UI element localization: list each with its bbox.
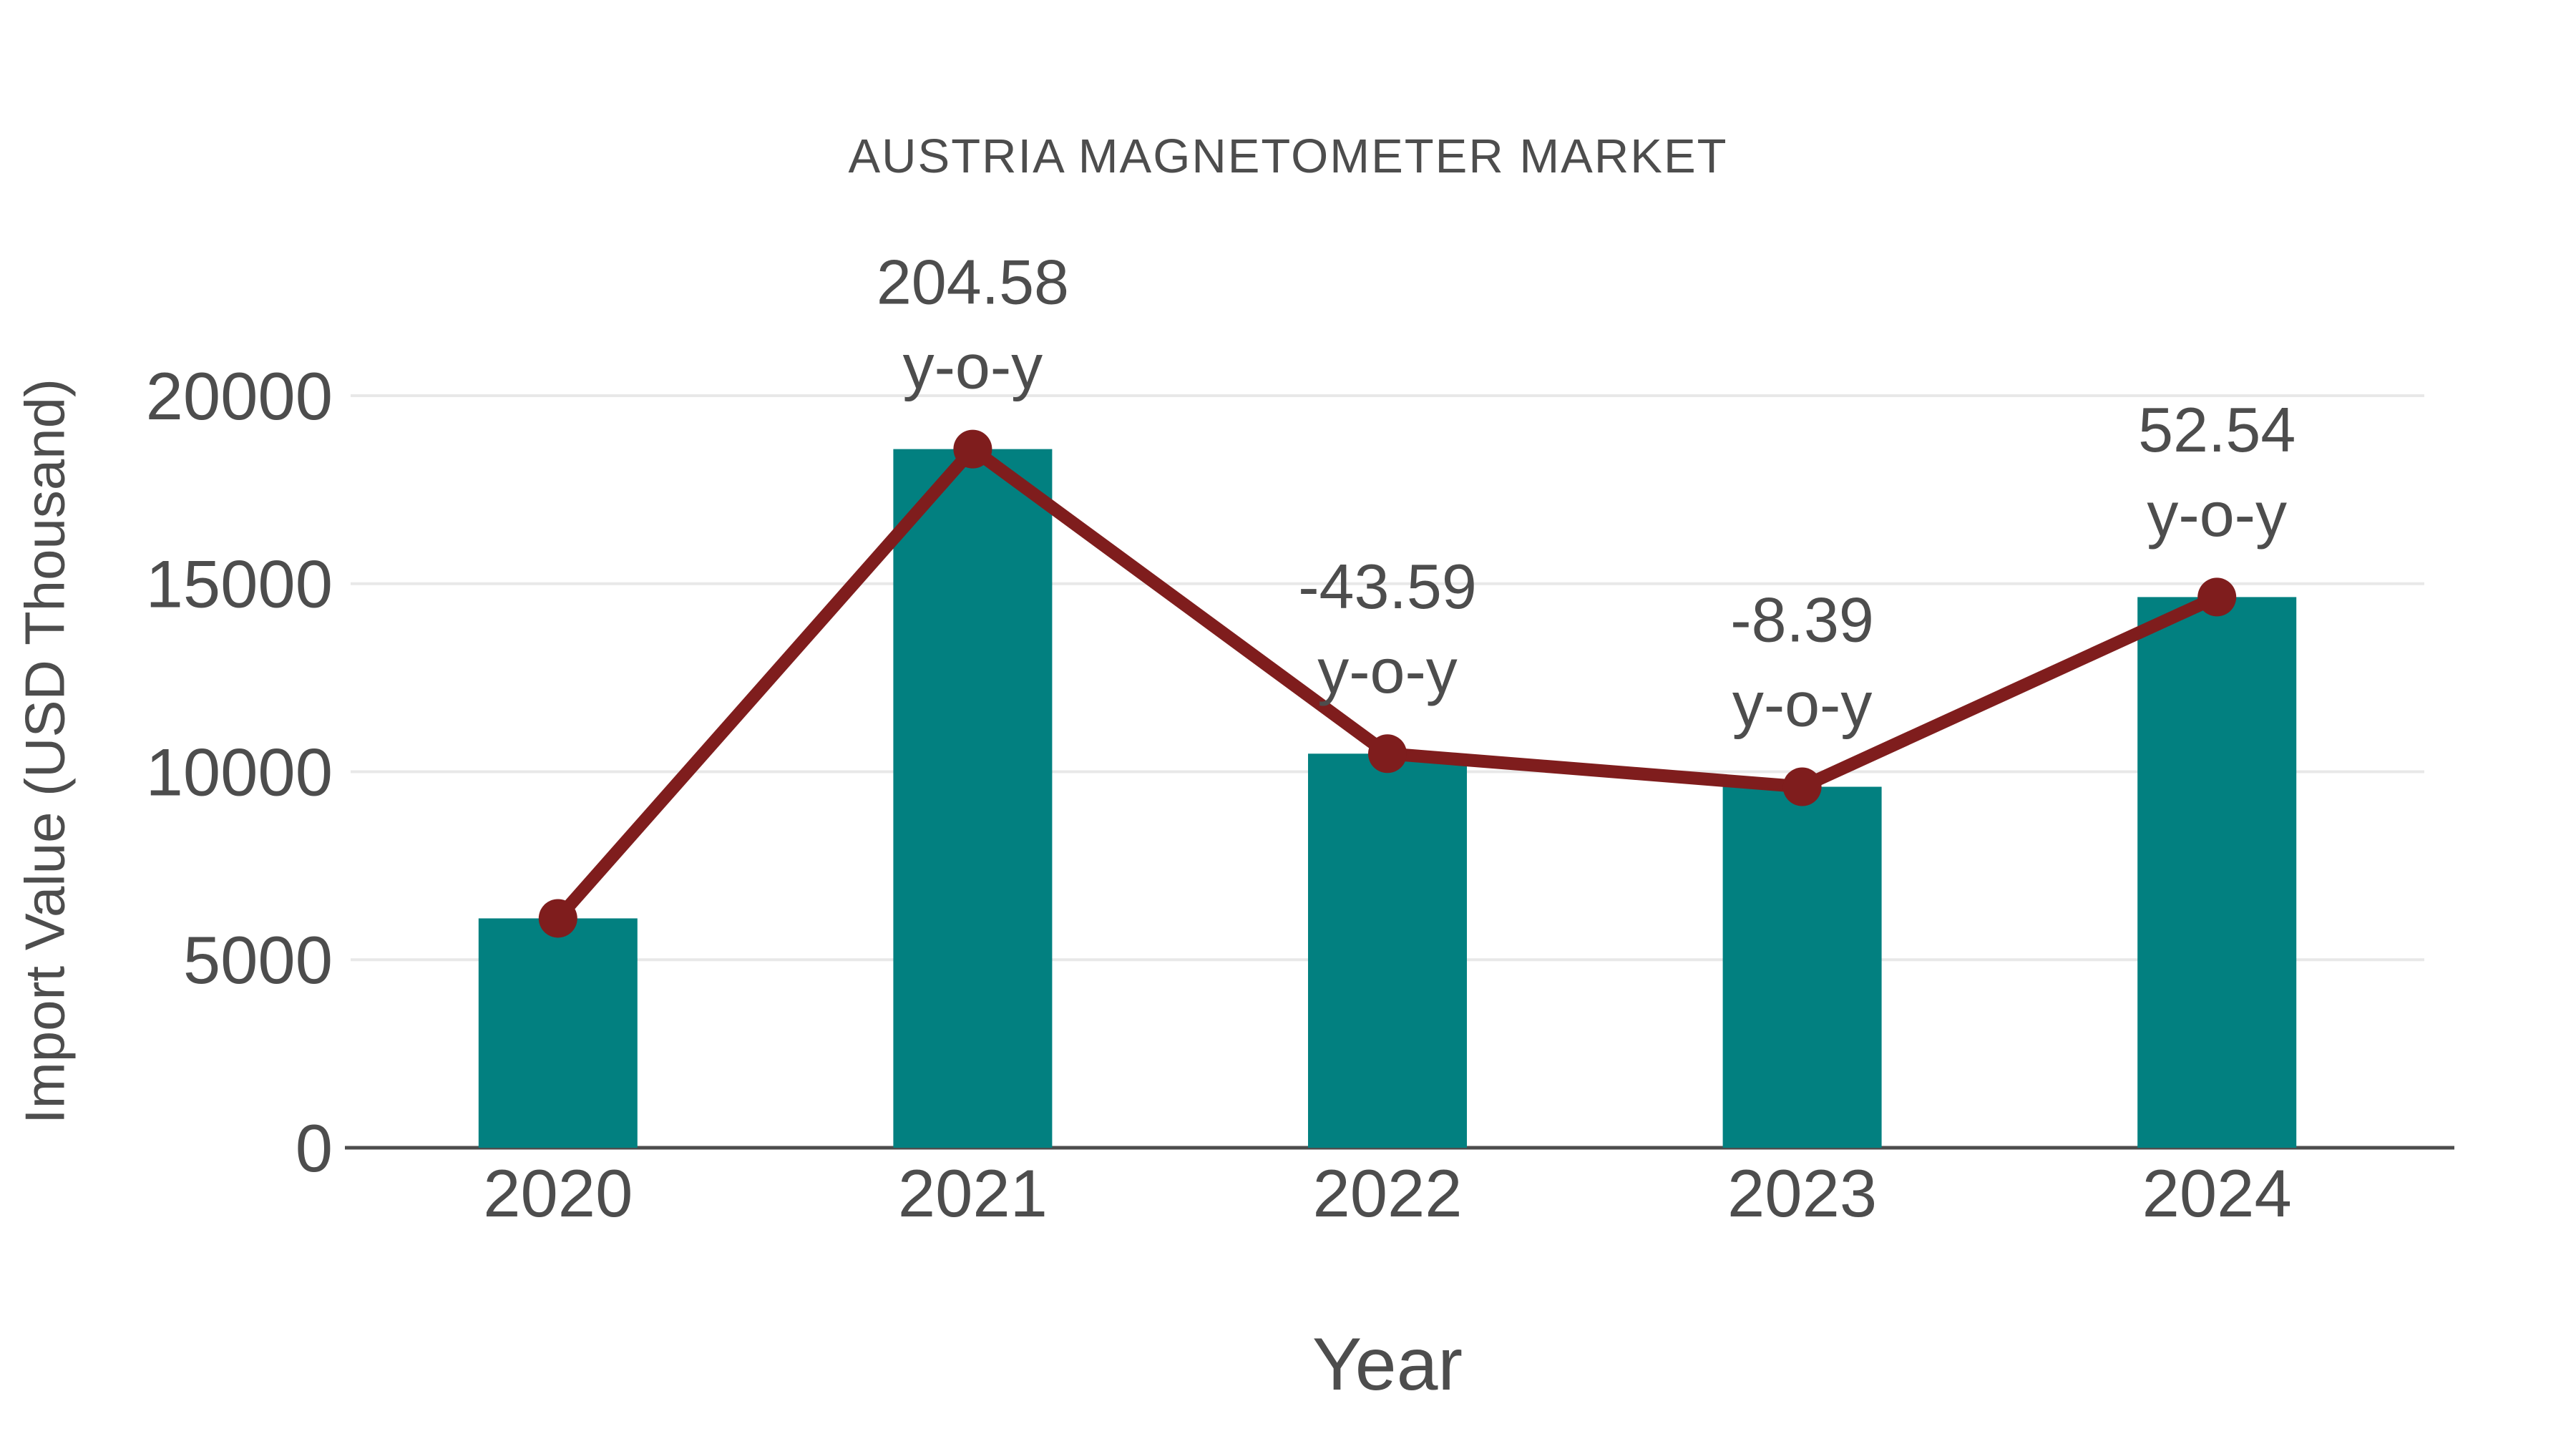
- y-tick-label-10000: 10000: [146, 734, 333, 809]
- line-series: [538, 429, 2237, 938]
- yoy-suffix-2023: y-o-y: [1732, 668, 1873, 739]
- x-axis-title: Year: [1312, 1323, 1463, 1406]
- bar-2022: [1308, 753, 1467, 1148]
- x-tick-label-2023: 2023: [1727, 1156, 1877, 1231]
- y-axis-title: Import Value (USD Thousand): [13, 379, 76, 1124]
- bar-2021: [893, 449, 1053, 1148]
- yoy-value-2022: -43.59: [1298, 551, 1477, 622]
- x-tick-label-2024: 2024: [2142, 1156, 2292, 1231]
- yoy-suffix-2021: y-o-y: [903, 331, 1043, 401]
- yoy-suffix-2022: y-o-y: [1317, 635, 1458, 706]
- y-tick-label-15000: 15000: [146, 547, 333, 622]
- marker-2023: [1782, 767, 1822, 806]
- yoy-annotations: 204.58 y-o-y -43.59 y-o-y -8.39 y-o-y 52.54 y-o…: [877, 246, 2296, 739]
- x-tick-label-2020: 2020: [483, 1156, 633, 1231]
- y-tick-label-5000: 5000: [183, 922, 333, 997]
- marker-2021: [953, 429, 992, 469]
- yoy-suffix-2024: y-o-y: [2147, 479, 2287, 550]
- y-tick-label-0: 0: [296, 1111, 333, 1186]
- yoy-value-2024: 52.54: [2138, 394, 2296, 465]
- x-tick-label-2022: 2022: [1312, 1156, 1462, 1231]
- bar-series: [478, 449, 2297, 1148]
- yoy-value-2021: 204.58: [877, 246, 1069, 317]
- marker-2020: [538, 899, 577, 938]
- marker-2024: [2197, 577, 2237, 617]
- yoy-value-2023: -8.39: [1730, 584, 1874, 655]
- chart-title: AUSTRIA MAGNETOMETER MARKET: [848, 130, 1727, 183]
- bar-2024: [2137, 597, 2297, 1148]
- y-tick-label-20000: 20000: [146, 358, 333, 434]
- bar-2023: [1722, 786, 1882, 1148]
- bar-2020: [478, 918, 638, 1148]
- x-tick-label-2021: 2021: [898, 1156, 1048, 1231]
- y-tick-labels: 0 5000 10000 15000 20000: [146, 358, 333, 1186]
- marker-2022: [1368, 734, 1407, 774]
- x-tick-labels: 2020 2021 2022 2023 2024: [483, 1156, 2292, 1231]
